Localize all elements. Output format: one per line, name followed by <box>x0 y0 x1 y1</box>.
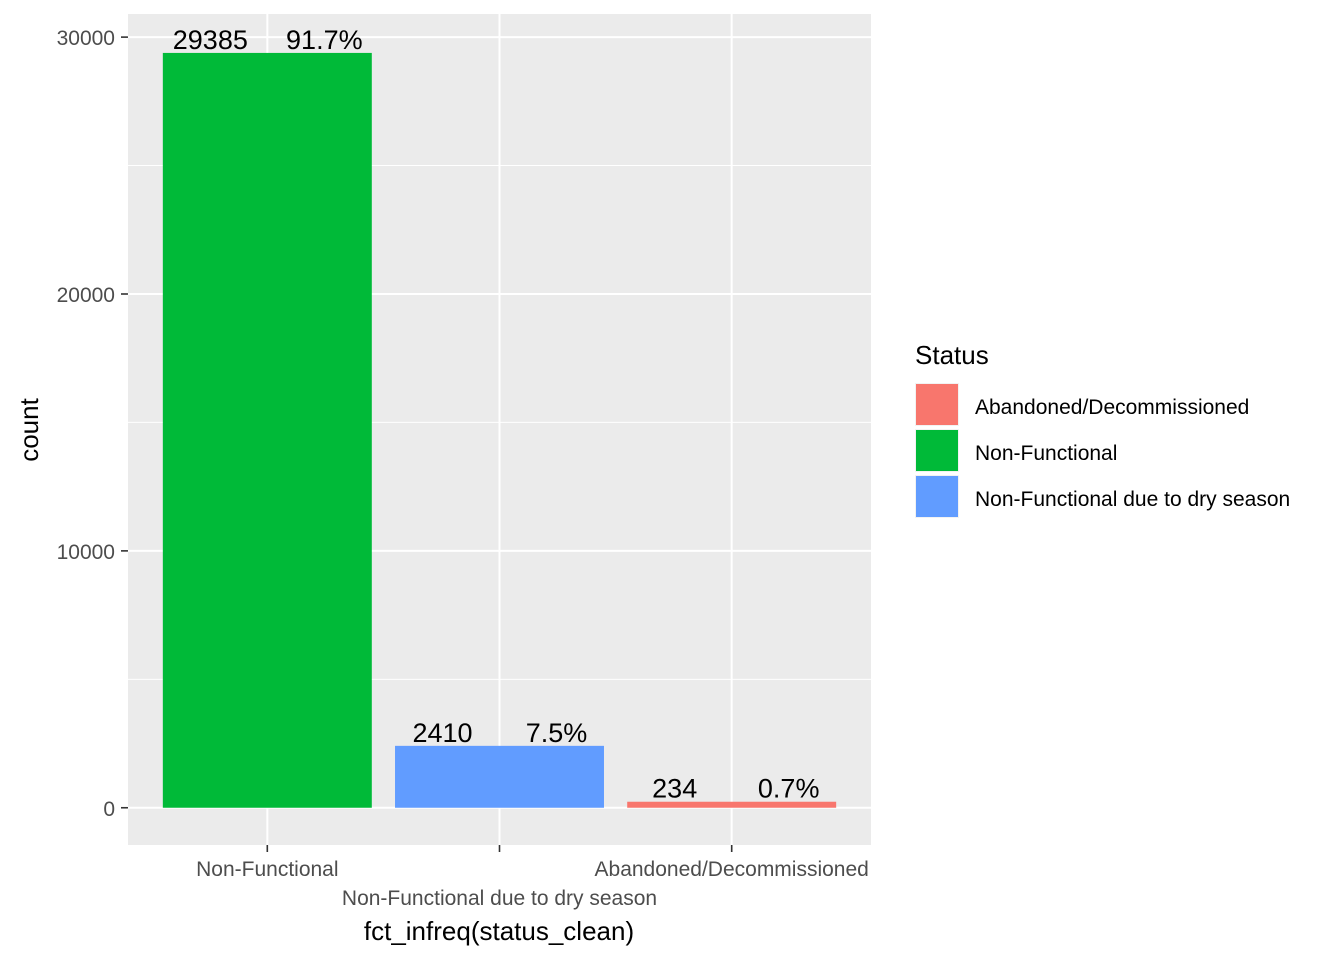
legend-label: Non-Functional <box>975 442 1117 465</box>
y-axis-title: count <box>14 397 44 461</box>
legend-label: Abandoned/Decommissioned <box>975 396 1249 419</box>
legend-swatch <box>916 430 958 471</box>
y-tick-label: 30000 <box>57 27 115 50</box>
x-axis-title: fct_infreq(status_clean) <box>364 916 634 946</box>
bar-percent-label: 91.7% <box>286 25 363 55</box>
legend-swatch <box>916 384 958 425</box>
x-tick-label: Abandoned/Decommissioned <box>595 858 869 881</box>
x-tick-label: Non-Functional due to dry season <box>342 887 657 910</box>
bar-count-label: 29385 <box>173 25 248 55</box>
legend-label: Non-Functional due to dry season <box>975 488 1290 511</box>
bar-count-label: 2410 <box>412 718 472 748</box>
axes: 0 10000 20000 30000 Non-FunctionalNon-Functi… <box>57 27 869 910</box>
data-labels: 29385 91.7% 2410 7.5% 234 0.7% <box>173 25 820 804</box>
legend-items: Abandoned/Decommissioned Non-Functional No… <box>915 383 1290 518</box>
y-tick-label: 10000 <box>57 541 115 564</box>
x-tick-label: Non-Functional <box>196 858 338 881</box>
bar-percent-label: 0.7% <box>758 774 820 804</box>
y-tick-label: 20000 <box>57 284 115 307</box>
legend-title: Status <box>915 340 989 370</box>
bars <box>162 52 837 808</box>
bar <box>395 745 604 808</box>
legend-swatch <box>916 476 958 517</box>
bar <box>162 52 372 808</box>
y-tick-label: 0 <box>103 798 115 821</box>
bar <box>627 801 837 808</box>
bar-percent-label: 7.5% <box>526 718 588 748</box>
bar-count-label: 234 <box>652 774 697 804</box>
legend: Status Abandoned/Decommissioned Non-Funct… <box>915 340 1290 518</box>
